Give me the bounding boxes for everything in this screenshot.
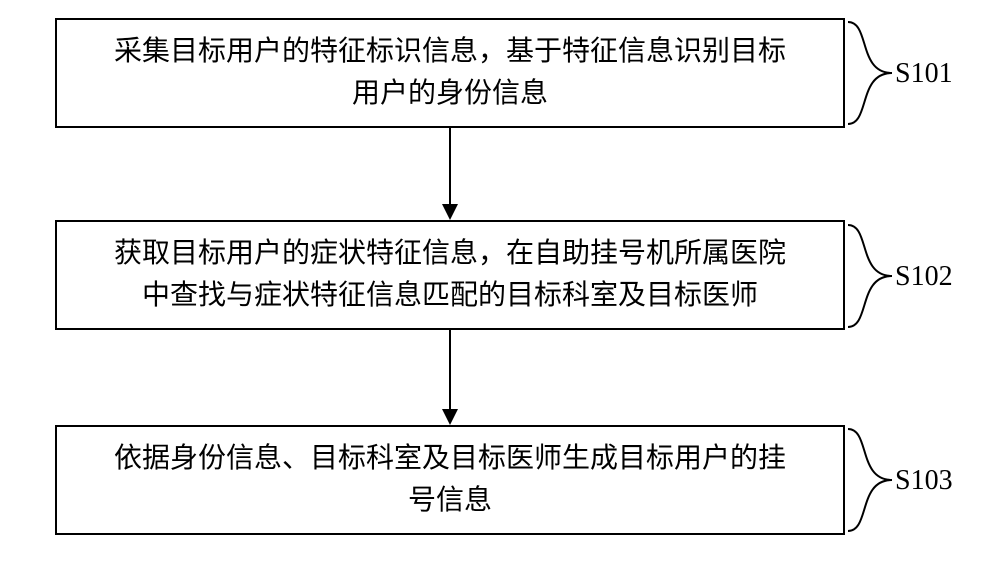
flow-node-s103-text: 依据身份信息、目标科室及目标医师生成目标用户的挂 号信息 bbox=[114, 438, 786, 522]
flowchart-canvas: 采集目标用户的特征标识信息，基于特征信息识别目标 用户的身份信息 S101 获取… bbox=[0, 0, 1000, 581]
flow-node-s103: 依据身份信息、目标科室及目标医师生成目标用户的挂 号信息 bbox=[55, 425, 845, 535]
flow-label-s103: S103 bbox=[895, 465, 953, 497]
